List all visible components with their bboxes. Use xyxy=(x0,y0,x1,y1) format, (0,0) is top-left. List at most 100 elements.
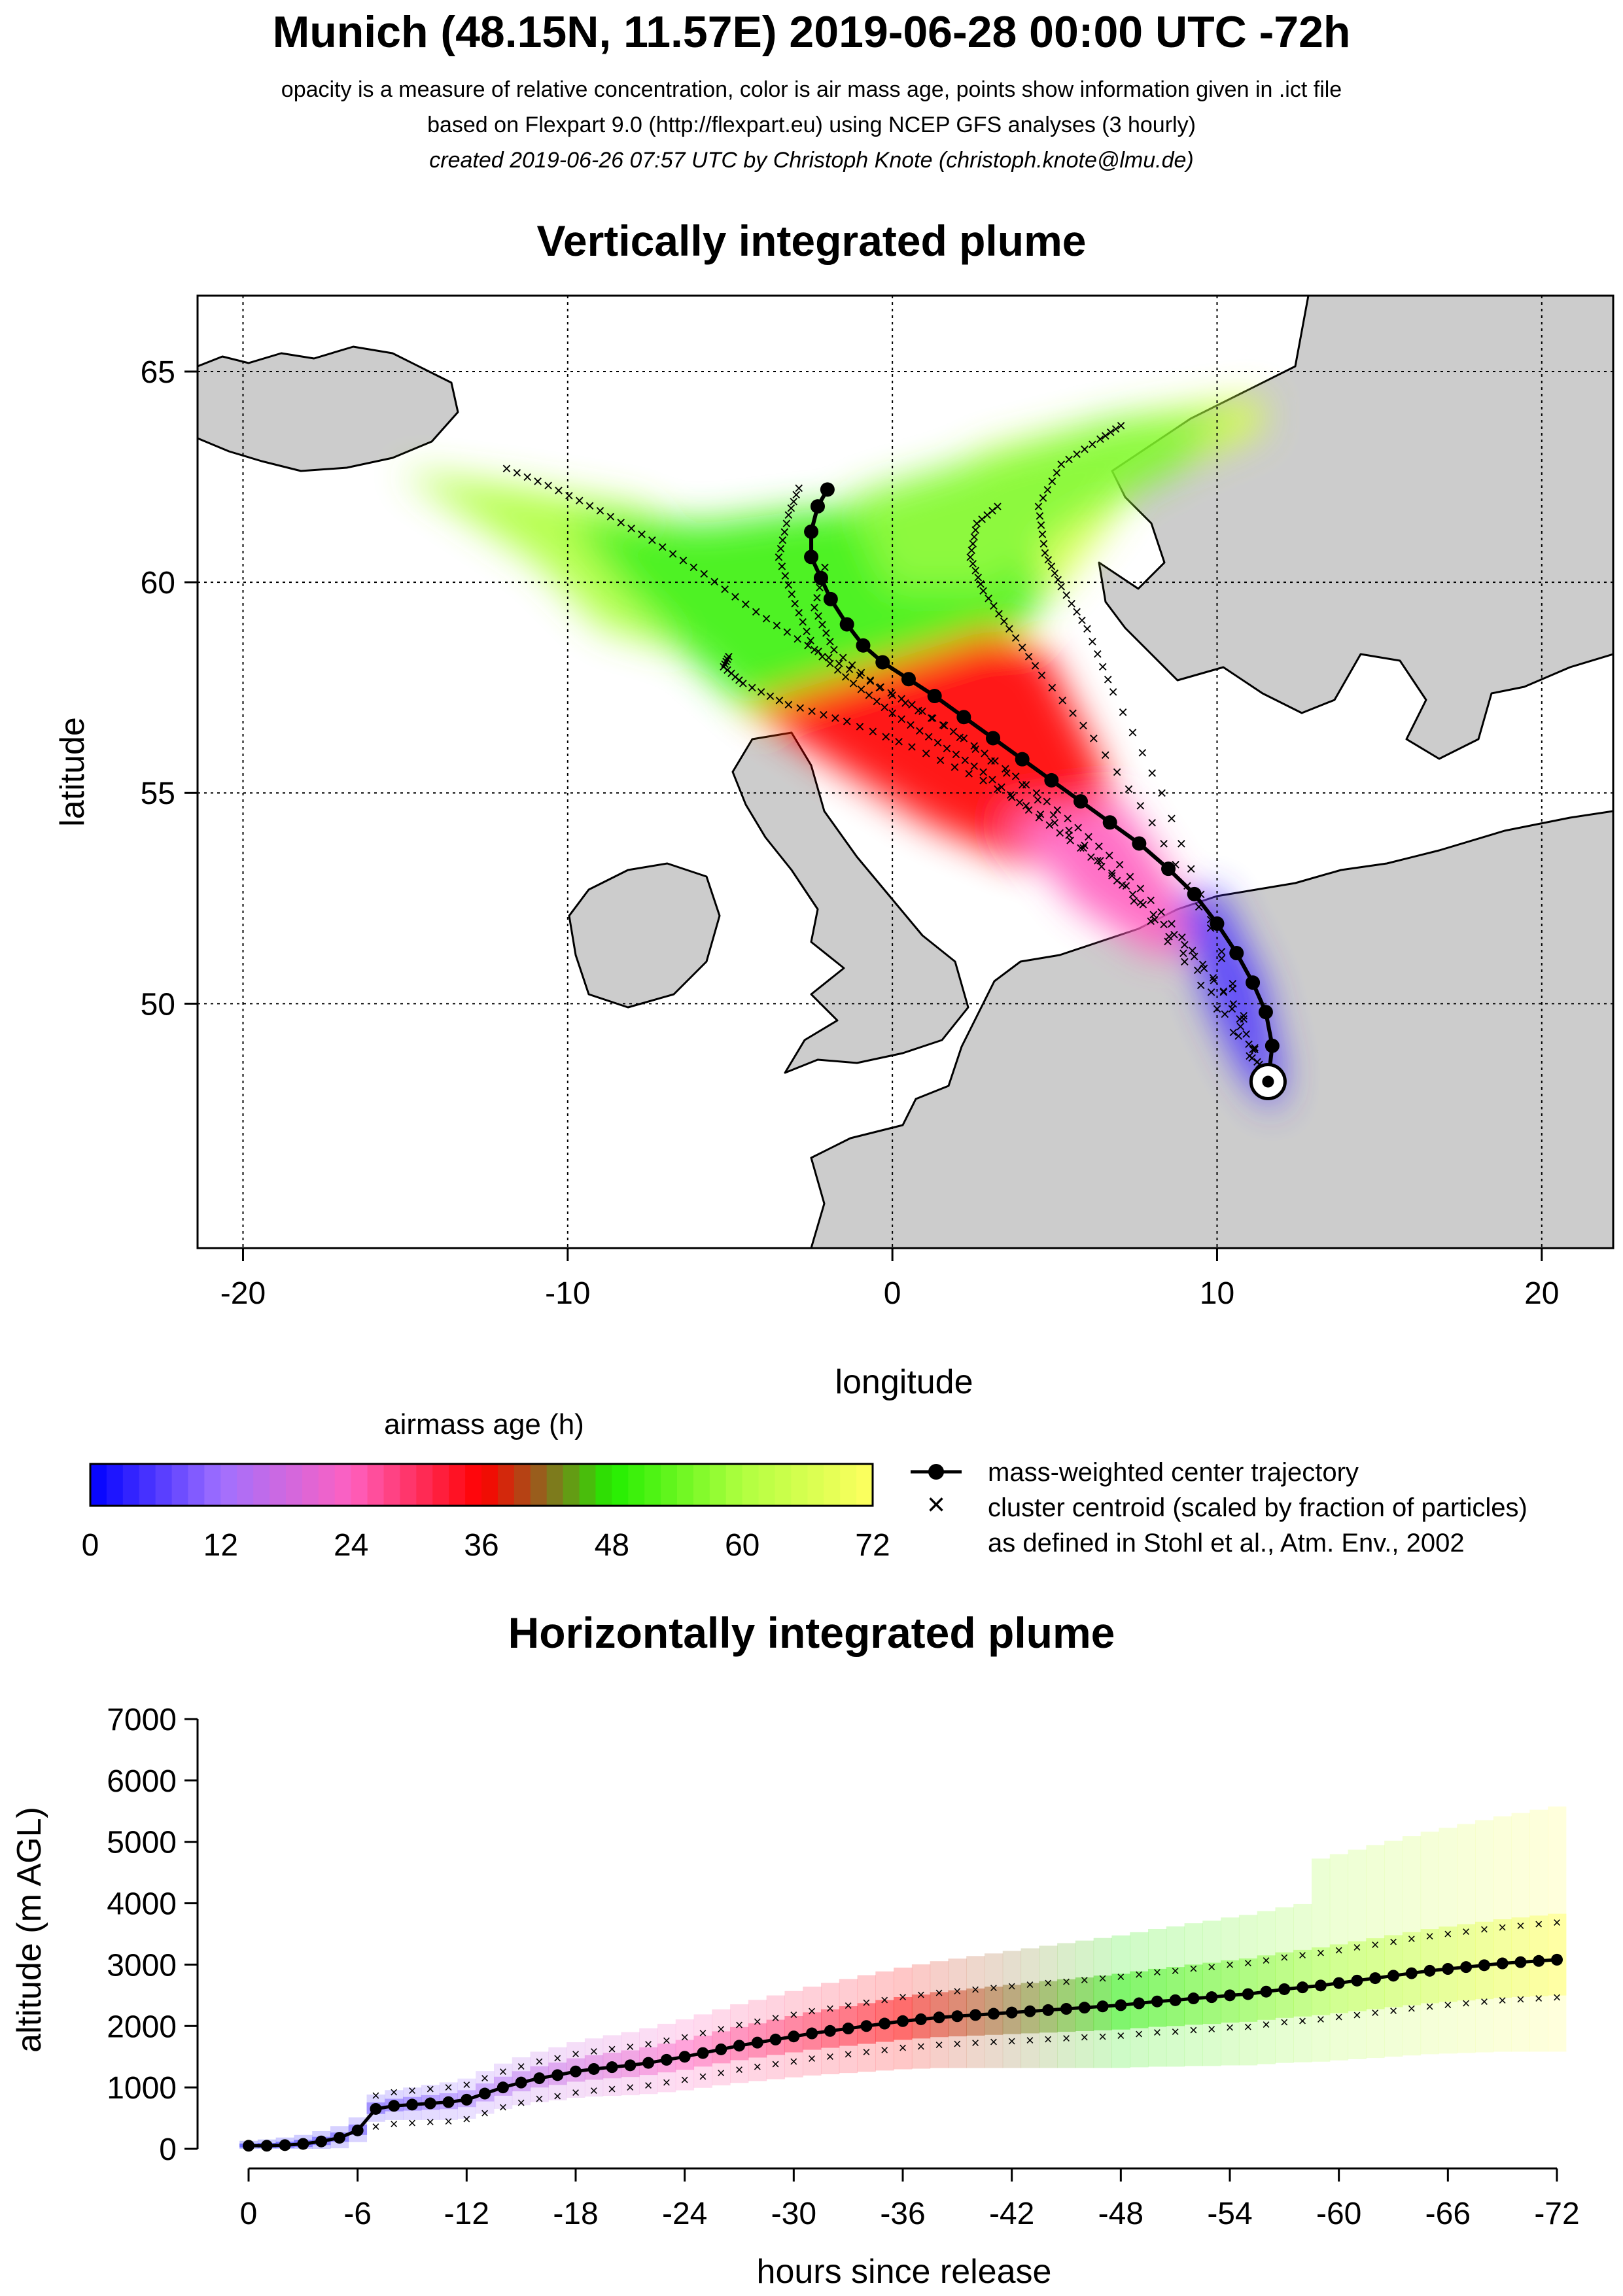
altitude-center-point xyxy=(678,2051,691,2063)
cluster-centroid-cross: × xyxy=(1040,543,1050,563)
cluster-centroid-cross: × xyxy=(982,505,992,525)
altitude-center-point xyxy=(1260,1985,1272,1998)
altitude-cluster-cross: × xyxy=(1407,1931,1416,1947)
altitude-cluster-cross: × xyxy=(1335,1942,1343,1958)
altitude-cluster-cross: × xyxy=(1171,1962,1179,1979)
altitude-center-point xyxy=(515,2076,527,2089)
altitude-center-point xyxy=(915,2013,927,2025)
cluster-centroid-cross: × xyxy=(935,750,945,770)
center-trajectory-point xyxy=(901,672,916,687)
colorbar-segment xyxy=(383,1464,400,1506)
cluster-centroid-cross: × xyxy=(818,704,828,724)
altitude-cluster-cross: × xyxy=(1062,2030,1071,2047)
cluster-centroid-cross: × xyxy=(1017,774,1027,794)
cluster-centroid-cross: × xyxy=(829,640,839,659)
altitude-cluster-cross: × xyxy=(935,2036,943,2053)
colorbar-segment xyxy=(856,1464,873,1506)
cluster-centroid-cross: × xyxy=(847,655,857,674)
cluster-centroid-cross: × xyxy=(761,608,771,628)
colorbar-segment xyxy=(416,1464,433,1506)
cluster-centroid-cross: × xyxy=(1199,958,1209,978)
legend: airmass age (h) 0 12 24 36 48 60 72 × mass-wei… xyxy=(82,1408,1527,1563)
altitude-cluster-cross: × xyxy=(1553,1914,1562,1930)
cluster-centroid-cross: × xyxy=(553,481,563,500)
cluster-centroid-cross: × xyxy=(938,715,948,735)
cluster-centroid-cross: × xyxy=(1150,909,1160,929)
altitude-cluster-cross: × xyxy=(589,2043,598,2059)
cluster-centroid-cross: × xyxy=(1002,763,1011,782)
cluster-centroid-cross: × xyxy=(1149,905,1159,924)
cluster-centroid-cross: × xyxy=(775,690,784,710)
cluster-centroid-cross: × xyxy=(1100,426,1110,445)
cluster-centroid-cross: × xyxy=(595,501,605,521)
altitude-cluster-cross: × xyxy=(1044,2031,1053,2047)
altitude-center-point xyxy=(1242,1988,1254,2000)
altitude-cluster-cross: × xyxy=(1316,2011,1325,2027)
colorbar-tick-labels: 0 12 24 36 48 60 72 xyxy=(82,1528,890,1563)
cluster-centroid-cross: × xyxy=(1064,820,1074,840)
altitude-cluster-cross: × xyxy=(535,2091,544,2107)
altitude-center-point xyxy=(479,2087,491,2100)
altitude-cluster-cross: × xyxy=(1098,2028,1107,2045)
cluster-centroid-cross: × xyxy=(1063,809,1073,828)
cluster-centroid-cross: × xyxy=(875,678,884,697)
cluster-centroid-cross: × xyxy=(1104,846,1114,865)
cluster-centroid-cross: × xyxy=(996,777,1006,797)
altitude-cluster-centroids: × × × × × × × × × × × × × × × × × × × × × × × × × × × × × × × × × × × × × × × ×… xyxy=(372,1914,1561,2134)
altitude-cluster-cross: × xyxy=(1553,1989,1562,2006)
map-y-tick-label: 65 xyxy=(141,355,175,390)
altitude-center-point xyxy=(1351,1974,1363,1987)
cluster-centroid-cross: × xyxy=(1095,429,1105,449)
altitude-cluster-cross: × xyxy=(790,2006,798,2023)
center-trajectory-point xyxy=(1073,794,1089,809)
altitude-cluster-cross: × xyxy=(971,1981,980,1998)
altitude-center-point xyxy=(733,2040,745,2052)
cluster-centroid-cross: × xyxy=(1030,656,1040,676)
cluster-centroid-cross: × xyxy=(999,611,1009,631)
cluster-centroid-cross: × xyxy=(1100,745,1110,765)
altitude-center-point xyxy=(897,2015,909,2027)
cluster-centroid-cross: × xyxy=(710,572,720,591)
legend-point-symbol xyxy=(928,1464,944,1480)
altitude-cluster-cross: × xyxy=(1007,2033,1016,2049)
cluster-centroid-cross: × xyxy=(1189,947,1199,966)
altitude-cluster-cross: × xyxy=(680,2072,689,2088)
legend-cross-symbol: × xyxy=(927,1487,945,1522)
cluster-centroid-cross: × xyxy=(896,709,906,729)
cluster-centroid-cross: × xyxy=(794,602,804,622)
colorbar-segment xyxy=(595,1464,612,1506)
cluster-centroid-cross: × xyxy=(1229,994,1238,1013)
cluster-centroid-cross: × xyxy=(1075,838,1085,858)
cluster-centroid-cross: × xyxy=(721,652,731,671)
altitude-plume-tile xyxy=(1329,1854,1349,2061)
colorbar-segment xyxy=(677,1464,694,1506)
cluster-centroid-cross: × xyxy=(872,691,882,711)
cluster-centroid-cross: × xyxy=(881,727,891,746)
altitude-center-point xyxy=(260,2140,273,2152)
cluster-centroid-cross: × xyxy=(678,551,688,570)
cluster-centroid-cross: × xyxy=(1212,999,1222,1018)
cluster-centroid-cross: × xyxy=(1138,894,1148,914)
colorbar-segment xyxy=(791,1464,808,1506)
altitude-cluster-cross: × xyxy=(1062,1974,1071,1990)
cluster-centroid-cross: × xyxy=(585,496,595,515)
cluster-centroid-cross: × xyxy=(1164,926,1174,946)
cluster-centroid-cross: × xyxy=(865,671,875,691)
subtitle-created-note: created 2019-06-26 07:57 UTC by Christop… xyxy=(429,148,1194,173)
cluster-centroid-cross: × xyxy=(1103,669,1113,689)
altitude-x-tick-label: -18 xyxy=(553,2197,598,2231)
altitude-cluster-cross: × xyxy=(1262,2016,1270,2032)
cluster-centroid-cross: × xyxy=(833,660,843,680)
cluster-centroid-cross: × xyxy=(825,653,835,673)
center-trajectory-point xyxy=(927,689,942,704)
altitude-cluster-cross: × xyxy=(844,1998,852,2014)
cluster-centroid-cross: × xyxy=(1124,779,1134,799)
cluster-centroid-cross: × xyxy=(780,522,790,542)
map-x-axis: -20 -10 0 10 20 xyxy=(220,1248,1560,1311)
cluster-centroid-cross: × xyxy=(1087,631,1097,651)
cluster-centroid-cross: × xyxy=(1177,928,1187,947)
colorbar-segment xyxy=(661,1464,678,1506)
altitude-y-tick-label: 6000 xyxy=(107,1764,177,1799)
altitude-plume-tile xyxy=(1384,1840,1403,2057)
altitude-center-point xyxy=(660,2053,672,2066)
